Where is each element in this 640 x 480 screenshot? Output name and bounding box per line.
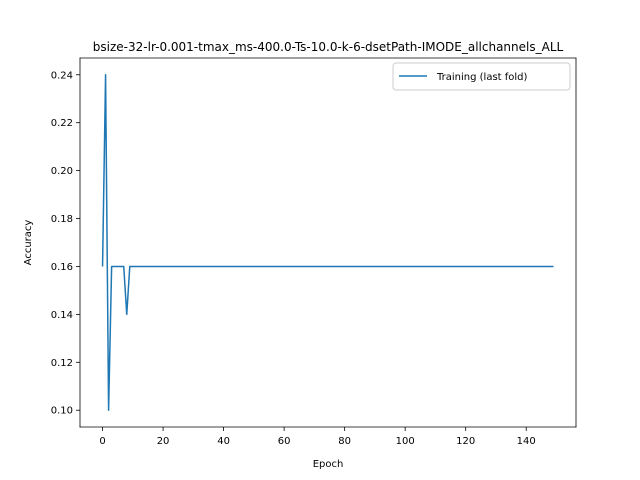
x-tick-label: 120 bbox=[456, 436, 475, 447]
y-tick-label: 0.22 bbox=[51, 118, 73, 129]
y-tick-label: 0.24 bbox=[51, 70, 73, 81]
plot-area bbox=[80, 58, 576, 427]
x-tick-label: 20 bbox=[157, 436, 170, 447]
x-tick-label: 140 bbox=[517, 436, 536, 447]
legend-entry-training: Training (last fold) bbox=[436, 72, 528, 83]
legend-frame bbox=[392, 62, 571, 91]
x-tick-label: 40 bbox=[217, 436, 230, 447]
y-tick-label: 0.10 bbox=[51, 406, 73, 417]
y-tick-label: 0.18 bbox=[51, 214, 73, 225]
x-tick-label: 60 bbox=[278, 436, 291, 447]
y-tick-label: 0.16 bbox=[51, 262, 73, 273]
chart-title: bsize-32-lr-0.001-tmax_ms-400.0-Ts-10.0-… bbox=[93, 40, 564, 54]
axes-layer: 0 20 40 60 80 100 120 140 0.10 0.12 0.14 0.16 0.18 0.… bbox=[51, 57, 577, 447]
y-tick-label: 0.12 bbox=[51, 358, 73, 369]
x-tick-label: 0 bbox=[99, 436, 105, 447]
y-tick-label: 0.14 bbox=[51, 310, 73, 321]
x-tick-label: 100 bbox=[396, 436, 415, 447]
x-axis-label: Epoch bbox=[313, 459, 344, 470]
y-axis-label: Accuracy bbox=[23, 220, 34, 266]
data-layer bbox=[101, 74, 554, 411]
legend: Training (last fold) bbox=[392, 62, 571, 91]
series-line-0 bbox=[101, 74, 554, 411]
x-tick-label: 80 bbox=[338, 436, 351, 447]
y-tick-label: 0.20 bbox=[51, 166, 73, 177]
